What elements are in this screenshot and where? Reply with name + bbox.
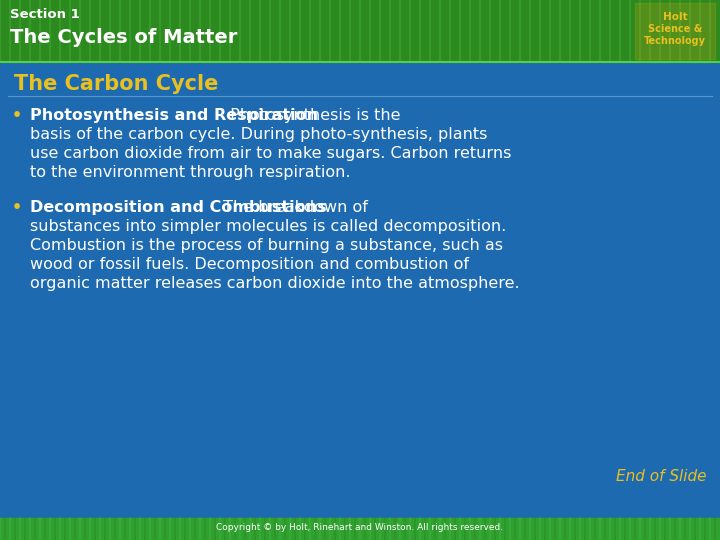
Text: Section 1: Section 1 [10, 8, 80, 21]
Text: The breakdown of: The breakdown of [218, 200, 369, 215]
Text: Photosynthesis and Respiration: Photosynthesis and Respiration [30, 108, 318, 123]
Text: Holt: Holt [662, 12, 688, 22]
Text: The Cycles of Matter: The Cycles of Matter [10, 28, 238, 47]
Text: Photosynthesis is the: Photosynthesis is the [225, 108, 400, 123]
Text: organic matter releases carbon dioxide into the atmosphere.: organic matter releases carbon dioxide i… [30, 276, 520, 291]
Bar [0, 0, 720, 62]
Text: End of Slide: End of Slide [616, 469, 706, 484]
Text: to the environment through respiration.: to the environment through respiration. [30, 165, 351, 180]
Text: Technology: Technology [644, 36, 706, 46]
Bar [635, 3, 715, 59]
Text: basis of the carbon cycle. During photo-synthesis, plants: basis of the carbon cycle. During photo-… [30, 127, 487, 142]
Text: use carbon dioxide from air to make sugars. Carbon returns: use carbon dioxide from air to make suga… [30, 146, 511, 161]
Text: •: • [12, 108, 22, 123]
Text: substances into simpler molecules is called decomposition.: substances into simpler molecules is cal… [30, 219, 506, 234]
Text: wood or fossil fuels. Decomposition and combustion of: wood or fossil fuels. Decomposition and … [30, 257, 469, 272]
Bar [0, 518, 720, 540]
Text: •: • [12, 200, 22, 215]
Text: Combustion is the process of burning a substance, such as: Combustion is the process of burning a s… [30, 238, 503, 253]
Text: Science &: Science & [648, 24, 702, 34]
Text: The Carbon Cycle: The Carbon Cycle [14, 74, 218, 94]
Text: Copyright © by Holt, Rinehart and Winston. All rights reserved.: Copyright © by Holt, Rinehart and Winsto… [217, 523, 503, 532]
Text: Decomposition and Combustions: Decomposition and Combustions [30, 200, 327, 215]
